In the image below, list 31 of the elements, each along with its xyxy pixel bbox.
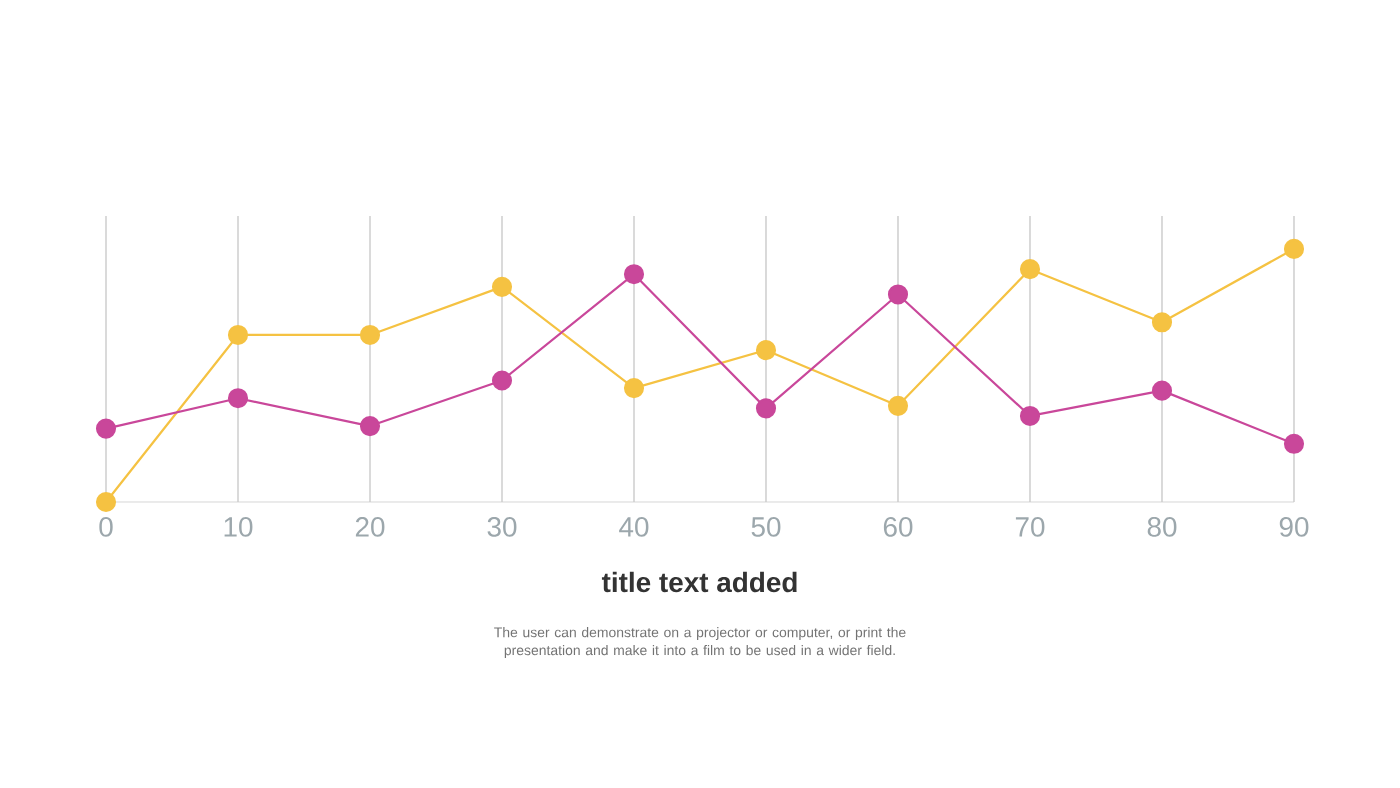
point: [887, 395, 909, 416]
point: [755, 340, 777, 361]
x-tick-label: 40: [619, 517, 649, 537]
point: [359, 416, 381, 437]
point: [755, 398, 777, 419]
point: [491, 370, 513, 391]
point: [95, 418, 117, 439]
point: [1151, 380, 1173, 401]
x-tick-label: 90: [1279, 517, 1309, 537]
x-tick-label: 50: [751, 517, 781, 537]
point: [359, 324, 381, 346]
x-tick-label: 0: [99, 517, 113, 537]
point: [623, 264, 645, 285]
point: [887, 284, 909, 305]
text: title text added: [601, 571, 797, 593]
point: [1019, 259, 1041, 280]
x-tick-label: 20: [355, 517, 385, 537]
x-tick-label: 10: [224, 517, 253, 537]
point: [1151, 312, 1173, 333]
point: [95, 491, 117, 513]
point: [491, 276, 513, 297]
point: [227, 388, 249, 409]
point: [1283, 238, 1305, 259]
x-tick-label: 70: [1015, 517, 1045, 537]
point: [227, 324, 249, 346]
point: [1019, 405, 1041, 427]
x-tick-label: 30: [487, 517, 517, 537]
x-tick-label: 60: [883, 517, 913, 537]
point: [1283, 433, 1305, 454]
x-tick-label: 80: [1147, 517, 1177, 537]
point: [623, 378, 645, 399]
